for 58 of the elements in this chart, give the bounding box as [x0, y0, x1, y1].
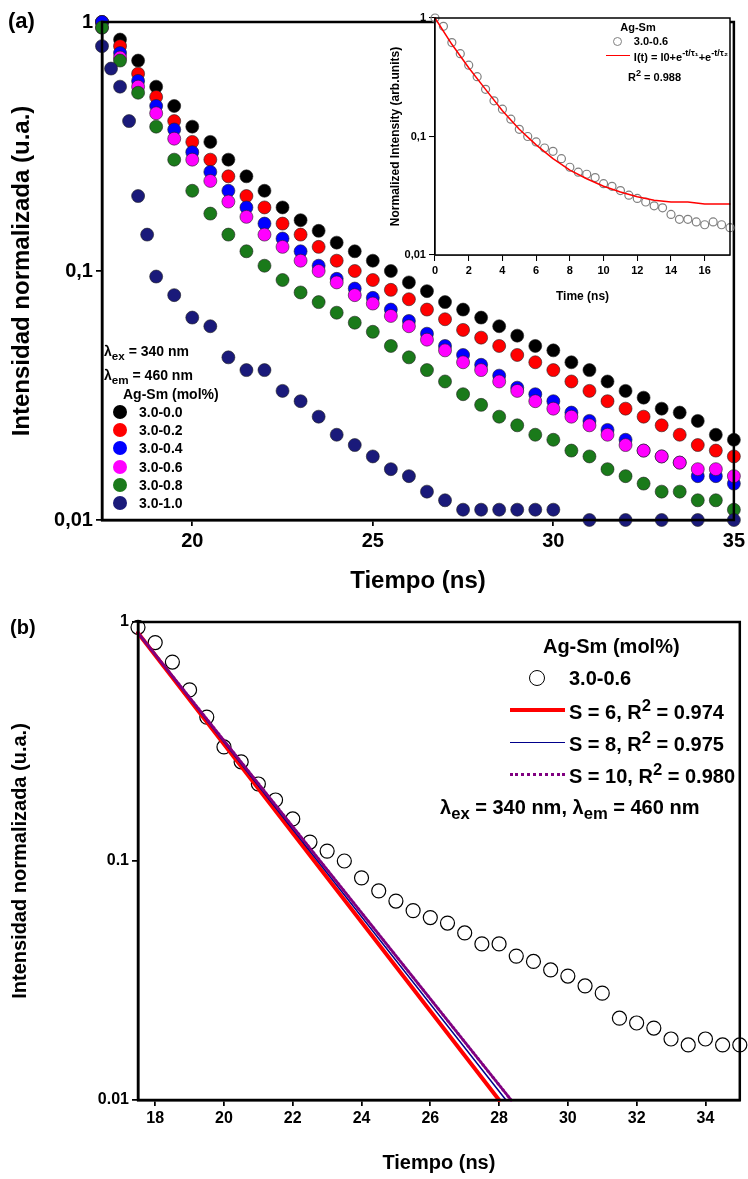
- annotation: λ$_{em}$ = 460 nm: [104, 367, 193, 386]
- y-tick-label: 0.1: [106, 851, 130, 869]
- text: (a): [8, 8, 35, 34]
- y-axis-title: Intensidad normalizada (u.a.): [7, 105, 35, 437]
- legend-label: 3.0-0.8: [139, 476, 183, 493]
- legend-label: 3.0-0.6: [633, 35, 669, 47]
- x-tick-label: 28: [490, 1109, 509, 1127]
- legend-title: Ag-Sm (mol%): [122, 384, 219, 403]
- annotation: λ$_{ex}$ = 340 nm, λ$_{em}$ = 460 nm: [440, 796, 700, 824]
- y-axis-title: Normalized Intensity (arb.units): [387, 46, 402, 227]
- legend-label: 3.0-0.6: [139, 458, 183, 475]
- x-tick-label: 32: [627, 1109, 646, 1127]
- x-tick-label: 0: [431, 263, 439, 276]
- y-axis-title: Intensidad normalizada (u.a.): [7, 723, 30, 999]
- x-tick-label: 16: [698, 263, 711, 276]
- x-tick-label: 22: [283, 1109, 302, 1127]
- y-tick-label: 0,1: [410, 129, 426, 142]
- x-tick-label: 8: [566, 263, 573, 276]
- y-tick-label: 0.01: [97, 1090, 130, 1108]
- annotation: R$^{2}$ = 0.988: [628, 68, 682, 83]
- legend-title: Ag-Sm: [619, 20, 657, 34]
- y-tick-label: 1: [81, 9, 93, 32]
- legend-label: 3.0-1.0: [139, 494, 183, 511]
- x-tick-label: 20: [181, 528, 204, 551]
- y-tick-label: 0,01: [54, 507, 93, 530]
- annotation: λ$_{ex}$ = 340 nm: [104, 343, 189, 362]
- x-axis-title: Tiempo (ns): [350, 566, 486, 594]
- legend-label: 3.0-0.4: [139, 440, 183, 457]
- x-axis-title: Time (ns): [555, 289, 610, 304]
- x-tick-label: 2: [465, 263, 472, 276]
- x-tick-label: 10: [597, 263, 610, 276]
- legend-label: I(t) = I0+e$^{-t/τ₁}$+e$^{-t/τ₂}$: [633, 47, 728, 63]
- legend-label: 3.0-0.0: [139, 403, 183, 420]
- text: (b): [10, 616, 36, 639]
- x-axis-title: Tiempo (ns): [382, 1150, 496, 1173]
- x-tick-label: 18: [146, 1109, 165, 1127]
- x-tick-label: 4: [499, 263, 507, 276]
- y-tick-label: 1: [419, 11, 426, 24]
- y-tick-label: 0,01: [404, 248, 426, 261]
- x-tick-label: 26: [421, 1109, 440, 1127]
- legend-label: 3.0-0.2: [139, 422, 183, 439]
- legend-label: S = 6, R$^{2}$ = 0.974: [568, 696, 724, 724]
- x-tick-label: 35: [722, 528, 745, 551]
- x-tick-label: 20: [215, 1109, 233, 1127]
- x-tick-label: 30: [558, 1109, 577, 1127]
- y-tick-label: 0,1: [65, 258, 93, 281]
- x-tick-label: 6: [533, 263, 540, 276]
- x-tick-label: 30: [542, 528, 565, 551]
- legend-label: S = 8, R$^{2}$ = 0.975: [568, 728, 724, 756]
- legend-label: 3.0-0.6: [568, 666, 632, 690]
- x-tick-label: 25: [361, 528, 384, 551]
- x-tick-label: 24: [352, 1109, 371, 1127]
- x-tick-label: 14: [664, 263, 678, 276]
- x-tick-label: 12: [631, 263, 644, 276]
- legend-title: Ag-Sm (mol%): [541, 633, 681, 659]
- legend-label: S = 10, R$^{2}$ = 0.980: [568, 760, 735, 788]
- y-tick-label: 1: [120, 612, 130, 630]
- x-tick-label: 34: [696, 1109, 715, 1127]
